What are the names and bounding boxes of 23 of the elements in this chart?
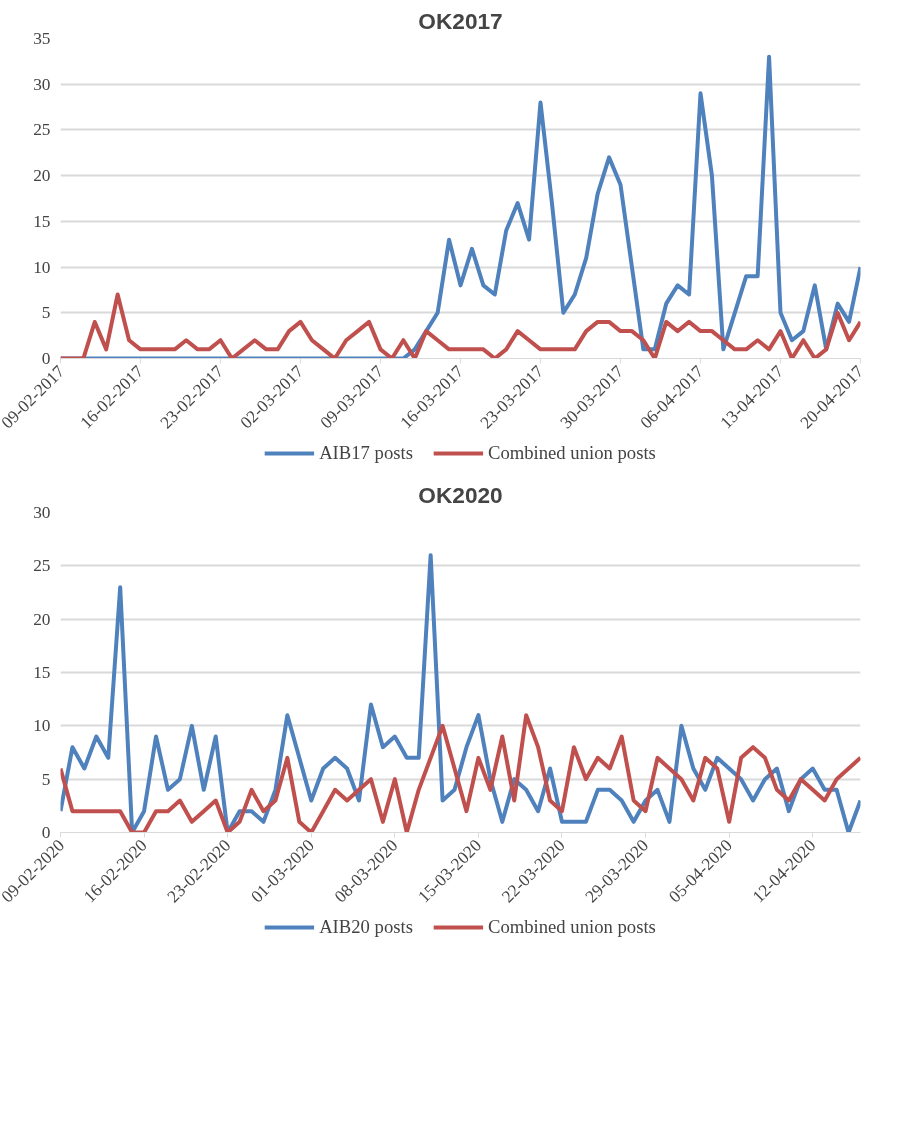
legend-label: Combined union posts [487, 916, 656, 938]
y-tick-label: 25 [33, 556, 51, 576]
line-series [60, 713, 861, 833]
y-tick-label: 15 [33, 663, 51, 682]
y-tick-label: 30 [33, 503, 51, 522]
legend-label: AIB20 posts [319, 916, 413, 938]
legend-label: Combined union posts [487, 442, 656, 464]
y-tick-label: 30 [33, 74, 51, 94]
y-tick-label: 20 [33, 609, 51, 629]
y-tick-label: 5 [41, 769, 51, 789]
y-tick-label: 25 [33, 120, 51, 140]
y-tick-label: 5 [41, 303, 51, 323]
y-tick-label: 10 [33, 716, 51, 736]
chart-title: OK2017 [418, 7, 503, 34]
y-tick-label: 0 [41, 823, 51, 842]
y-tick-label: 20 [33, 166, 51, 186]
y-tick-label: 15 [33, 211, 51, 231]
y-tick-label: 10 [33, 257, 51, 277]
line-series [60, 553, 861, 833]
y-tick-label: 0 [41, 349, 51, 368]
legend-label: AIB17 posts [319, 442, 413, 464]
chart-title: OK2020 [418, 481, 503, 508]
y-tick-label: 35 [33, 29, 51, 48]
